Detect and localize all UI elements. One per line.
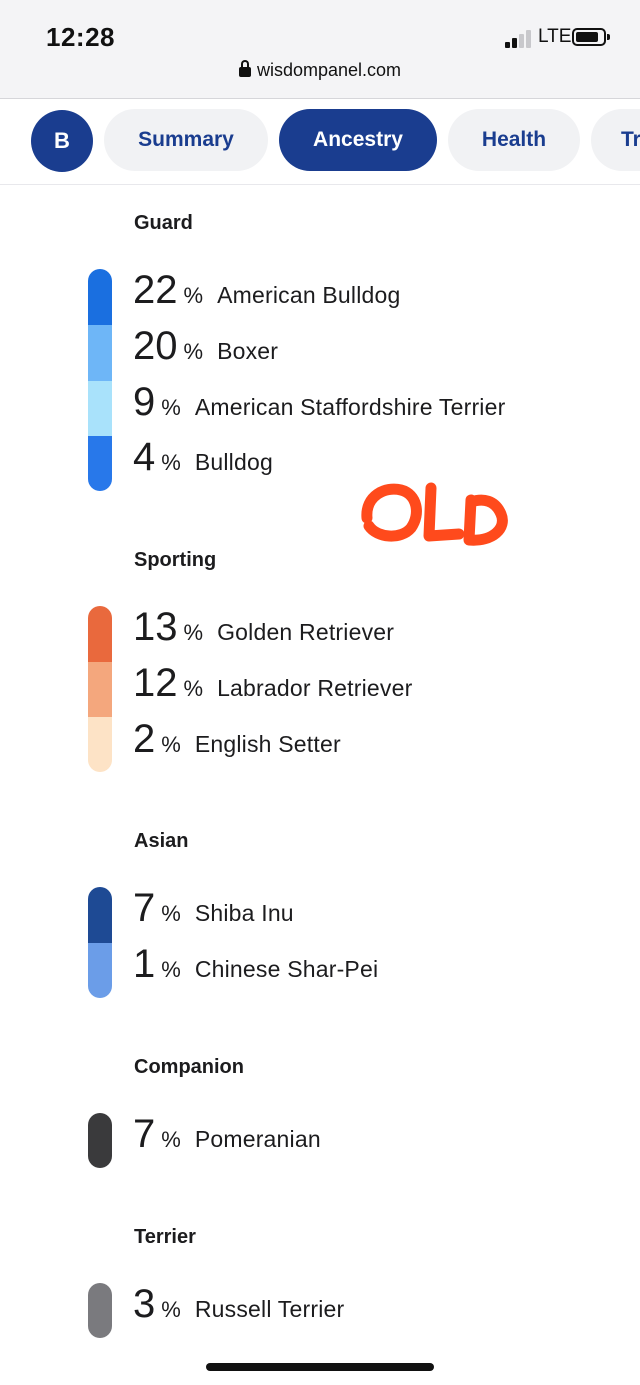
- breed-name: English Setter: [194, 731, 341, 757]
- group-title-guard: Guard: [134, 212, 193, 234]
- breed-percent: 13: [133, 605, 178, 649]
- breed-name: American Bulldog: [217, 282, 401, 308]
- breed-percent: 4: [133, 435, 156, 479]
- breed-row: 22% American Bulldog: [133, 268, 401, 312]
- bar-segment: [88, 662, 112, 717]
- tab-ancestry[interactable]: Ancestry: [279, 109, 437, 171]
- group-title-sporting: Sporting: [134, 549, 217, 571]
- bar-segment: [88, 1283, 112, 1338]
- group-title-companion: Companion: [134, 1056, 244, 1078]
- percent-sign: %: [183, 676, 204, 701]
- group-title-terrier: Terrier: [134, 1226, 196, 1248]
- breed-name: Pomeranian: [194, 1126, 321, 1152]
- breed-percent: 12: [133, 661, 178, 705]
- lock-icon: [238, 60, 251, 77]
- tab-summary[interactable]: Summary: [104, 109, 268, 171]
- ancestry-bar-guard: [88, 269, 112, 491]
- breed-percent: 7: [133, 886, 156, 930]
- breed-name: Golden Retriever: [217, 619, 395, 645]
- address-bar[interactable]: wisdompanel.com: [0, 60, 640, 81]
- handwritten-old-annotation: [361, 482, 508, 546]
- breed-row: 20% Boxer: [133, 324, 278, 368]
- breed-percent: 20: [133, 324, 178, 368]
- ancestry-bar-companion: [88, 1113, 112, 1168]
- tab-traits[interactable]: Tr: [591, 109, 640, 171]
- percent-sign: %: [161, 1127, 181, 1152]
- breed-name: Labrador Retriever: [217, 675, 413, 701]
- bar-segment: [88, 436, 112, 491]
- breed-percent: 7: [133, 1112, 156, 1156]
- breed-row: 13% Golden Retriever: [133, 605, 394, 649]
- breed-percent: 3: [133, 1282, 156, 1326]
- tab-health[interactable]: Health: [448, 109, 580, 171]
- breed-row: 12% Labrador Retriever: [133, 661, 412, 705]
- home-indicator[interactable]: [206, 1363, 434, 1371]
- bar-segment: [88, 1113, 112, 1168]
- network-type: LTE: [538, 26, 572, 47]
- breed-row: 7% Pomeranian: [133, 1112, 321, 1156]
- avatar[interactable]: B: [31, 110, 93, 172]
- group-title-asian: Asian: [134, 830, 189, 852]
- status-time: 12:28: [46, 22, 115, 52]
- breed-percent: 2: [133, 717, 156, 761]
- percent-sign: %: [161, 450, 181, 475]
- ancestry-bar-terrier: [88, 1283, 112, 1338]
- breed-row: 9% American Staffordshire Terrier: [133, 380, 505, 424]
- ancestry-bar-sporting: [88, 606, 112, 772]
- breed-percent: 1: [133, 942, 156, 986]
- breed-name: Russell Terrier: [194, 1296, 345, 1322]
- breed-row: 3% Russell Terrier: [133, 1282, 344, 1326]
- breed-row: 1% Chinese Shar-Pei: [133, 942, 378, 986]
- bar-segment: [88, 606, 112, 662]
- bar-segment: [88, 381, 112, 436]
- percent-sign: %: [183, 339, 204, 364]
- percent-sign: %: [183, 283, 204, 308]
- breed-percent: 22: [133, 268, 178, 312]
- breed-row: 2% English Setter: [133, 717, 341, 761]
- bar-segment: [88, 269, 112, 325]
- breed-name: Chinese Shar-Pei: [194, 956, 379, 982]
- breed-name: Boxer: [217, 338, 279, 364]
- battery-icon: [572, 28, 610, 46]
- bar-segment: [88, 943, 112, 998]
- bar-segment: [88, 717, 112, 772]
- breed-name: American Staffordshire Terrier: [194, 394, 506, 420]
- percent-sign: %: [161, 732, 181, 757]
- breed-name: Bulldog: [194, 449, 273, 475]
- percent-sign: %: [161, 957, 181, 982]
- breed-name: Shiba Inu: [194, 900, 294, 926]
- ancestry-bar-asian: [88, 887, 112, 998]
- breed-row: 4% Bulldog: [133, 435, 273, 479]
- percent-sign: %: [161, 395, 181, 420]
- percent-sign: %: [183, 620, 204, 645]
- breed-row: 7% Shiba Inu: [133, 886, 294, 930]
- bar-segment: [88, 325, 112, 381]
- url-text: wisdompanel.com: [256, 60, 402, 80]
- cellular-signal-icon: [505, 28, 535, 48]
- breed-percent: 9: [133, 380, 156, 424]
- percent-sign: %: [161, 1297, 181, 1322]
- percent-sign: %: [161, 901, 181, 926]
- browser-chrome: 12:28 LTE wisdompanel.com: [0, 0, 640, 99]
- section-tabs: B Summary Ancestry Health Tr: [0, 98, 640, 185]
- bar-segment: [88, 887, 112, 943]
